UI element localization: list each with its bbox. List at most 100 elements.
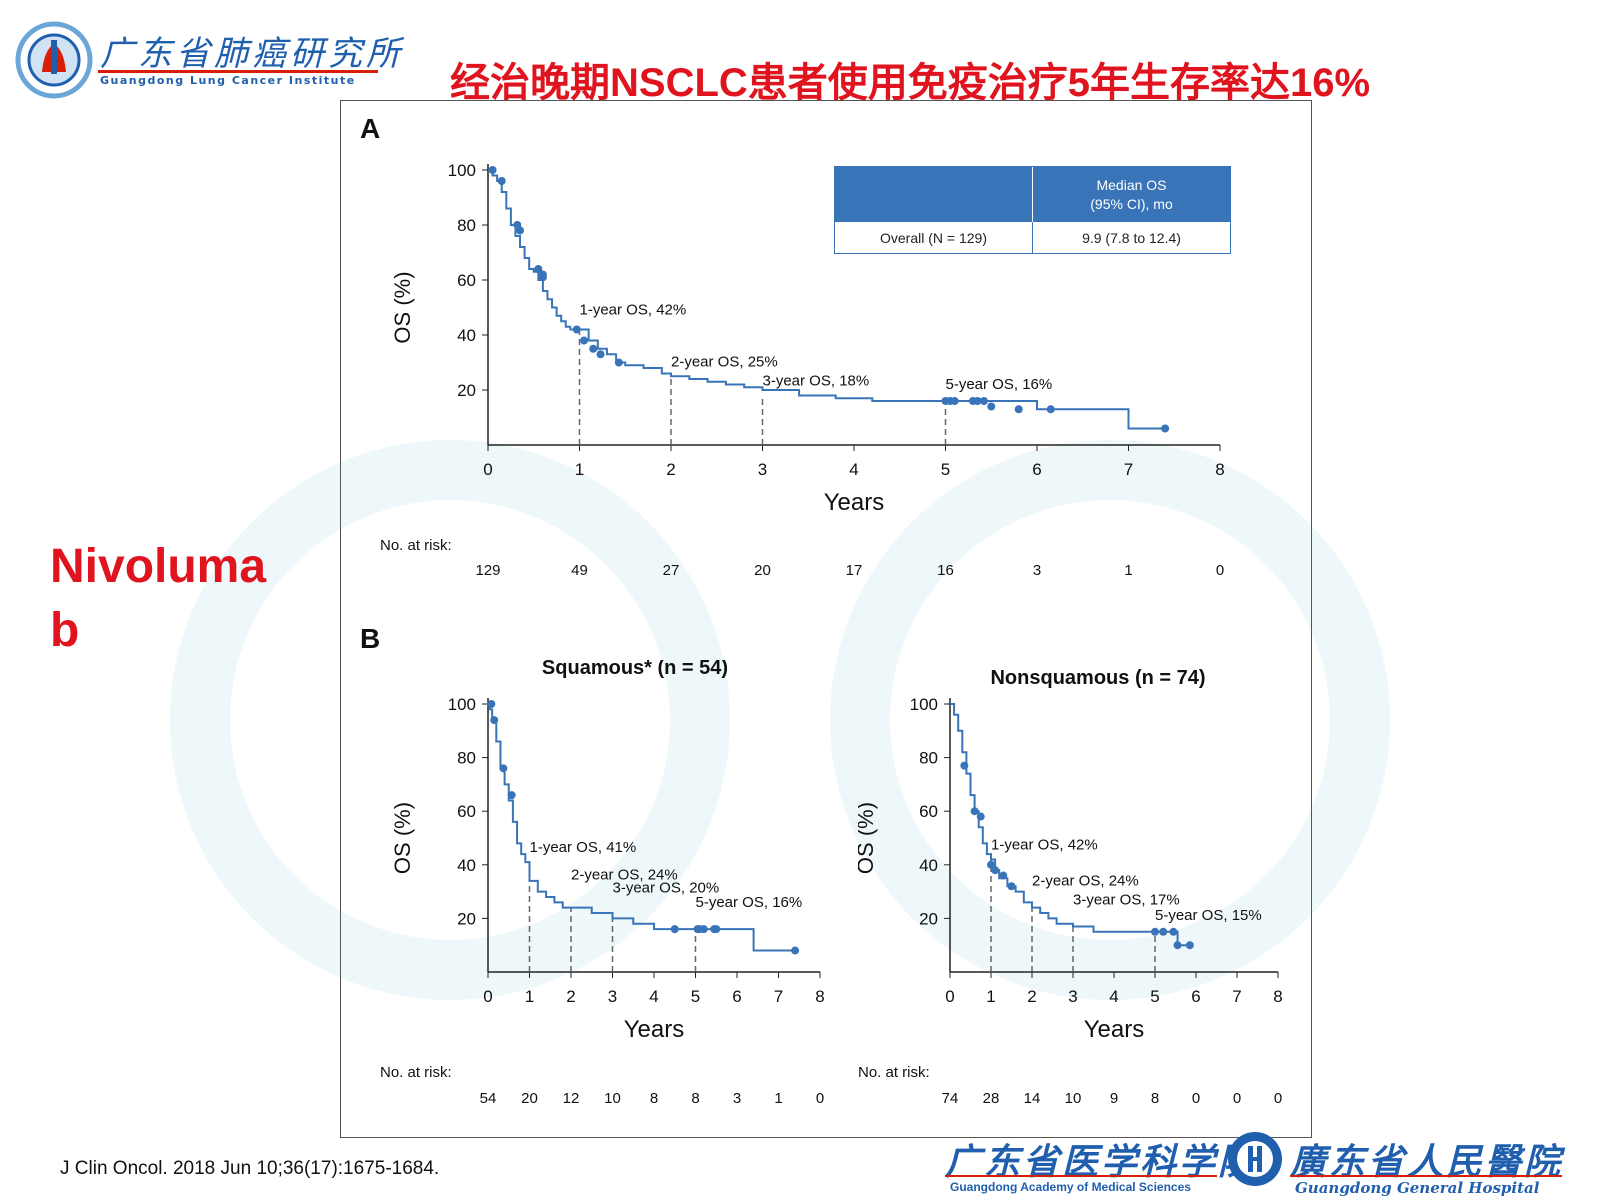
y-tick-label: 60	[457, 271, 476, 290]
institute-logo-icon	[15, 21, 93, 99]
censor-point	[950, 397, 959, 405]
x-axis-label: Years	[624, 1016, 685, 1043]
y-tick-label: 20	[457, 909, 476, 928]
at-risk-value: 3	[1033, 562, 1041, 579]
y-axis-label: OS (%)	[390, 271, 415, 343]
at-risk-value: 17	[846, 562, 863, 579]
academy-underline	[945, 1175, 1217, 1177]
landmark-label: 1-year OS, 42%	[991, 836, 1098, 853]
at-risk-value: 27	[663, 562, 680, 579]
x-axis-label: Years	[824, 489, 885, 516]
figure-frame	[340, 100, 1312, 1138]
at-risk-value: 20	[754, 562, 771, 579]
censor-point	[1173, 941, 1182, 950]
censor-point	[1151, 927, 1159, 936]
x-tick-label: 6	[1032, 460, 1041, 479]
x-tick-label: 6	[1191, 987, 1200, 1006]
landmark-label: 3-year OS, 20%	[613, 879, 720, 896]
hospital-name-cn: 廣东省人民醫院	[1290, 1141, 1564, 1183]
hospital-name-en: Guangdong General Hospital	[1295, 1179, 1540, 1197]
landmark-label: 1-year OS, 41%	[530, 839, 637, 856]
at-risk-value: 8	[650, 1090, 658, 1107]
academy-name-en: Guangdong Academy of Medical Sciences	[950, 1180, 1191, 1194]
x-tick-label: 6	[732, 987, 741, 1006]
censor-point	[976, 812, 985, 821]
at-risk-value: 20	[521, 1090, 538, 1107]
y-tick-label: 40	[457, 326, 476, 345]
censor-point	[572, 325, 581, 334]
at-risk-value: 0	[816, 1090, 824, 1107]
panel-label-a: A	[360, 113, 381, 144]
at-risk-value: 8	[1151, 1090, 1159, 1107]
x-tick-label: 2	[1027, 987, 1036, 1006]
hospital-underline	[1290, 1175, 1562, 1177]
at-risk-value: 12	[563, 1090, 580, 1107]
censor-point	[516, 226, 525, 235]
academy-name-cn: 广东省医学科学院	[945, 1141, 1258, 1183]
censor-point	[596, 350, 605, 359]
y-axis-label: OS (%)	[858, 802, 878, 874]
x-tick-label: 4	[1109, 987, 1118, 1006]
y-tick-label: 20	[457, 381, 476, 400]
y-axis-label: OS (%)	[390, 802, 415, 874]
y-tick-label: 80	[457, 749, 476, 768]
drug-label: Nivolumab	[50, 540, 267, 657]
at-risk-value: 28	[983, 1090, 1000, 1107]
survival-curve	[488, 703, 796, 952]
panel-label-b: B	[360, 623, 381, 654]
x-tick-label: 5	[691, 987, 700, 1006]
y-tick-label: 40	[457, 856, 476, 875]
x-tick-label: 8	[815, 987, 824, 1006]
y-tick-label: 60	[919, 802, 938, 821]
censor-point	[1169, 927, 1178, 936]
censor-point	[1161, 424, 1170, 433]
at-risk-value: 1	[1124, 562, 1132, 579]
censor-point	[534, 265, 543, 273]
censor-point	[1185, 941, 1194, 950]
censor-point	[991, 866, 1000, 875]
y-tick-label: 80	[457, 216, 476, 235]
landmark-label: 5-year OS, 16%	[696, 894, 803, 911]
censor-point	[970, 807, 979, 816]
at-risk-value: 16	[937, 562, 954, 579]
survival-curve	[950, 703, 1188, 947]
x-tick-label: 8	[1273, 987, 1282, 1006]
x-tick-label: 7	[1232, 987, 1241, 1006]
citation: J Clin Oncol. 2018 Jun 10;36(17):1675-16…	[60, 1158, 440, 1179]
survival-curve	[488, 169, 1166, 430]
censor-point	[1159, 927, 1168, 936]
censor-point	[973, 397, 982, 405]
censor-point	[1007, 882, 1016, 891]
censor-point	[538, 273, 547, 282]
x-tick-label: 2	[666, 460, 675, 479]
censor-point	[999, 871, 1008, 880]
x-tick-label: 2	[566, 987, 575, 1006]
landmark-label: 5-year OS, 15%	[1155, 907, 1262, 924]
censor-point	[499, 764, 508, 773]
hospital-logo-icon	[1228, 1132, 1282, 1186]
censor-point	[960, 761, 969, 770]
table-row-value: 9.9 (7.8 to 12.4)	[1082, 229, 1181, 246]
at-risk-value: 14	[1024, 1090, 1041, 1107]
x-tick-label: 3	[608, 987, 617, 1006]
x-tick-label: 0	[483, 987, 492, 1006]
x-tick-label: 3	[758, 460, 767, 479]
censor-point	[670, 925, 679, 934]
landmark-label: 3-year OS, 17%	[1073, 891, 1180, 908]
table-header-empty	[835, 167, 1033, 222]
x-tick-label: 1	[525, 987, 534, 1006]
x-tick-label: 3	[1068, 987, 1077, 1006]
institute-name-en: Guangdong Lung Cancer Institute	[100, 74, 356, 87]
at-risk-label: No. at risk:	[858, 1064, 930, 1081]
x-tick-label: 7	[1124, 460, 1133, 479]
censor-point	[979, 397, 988, 405]
landmark-label: 2-year OS, 24%	[571, 867, 678, 884]
censor-point	[580, 336, 589, 345]
at-risk-value: 0	[1216, 562, 1224, 579]
at-risk-value: 3	[733, 1090, 741, 1107]
table-header-median: Median OS (95% CI), mo	[1090, 176, 1173, 212]
at-risk-value: 129	[475, 562, 500, 579]
at-risk-label: No. at risk:	[380, 537, 452, 554]
x-axis-label: Years	[1084, 1016, 1145, 1043]
